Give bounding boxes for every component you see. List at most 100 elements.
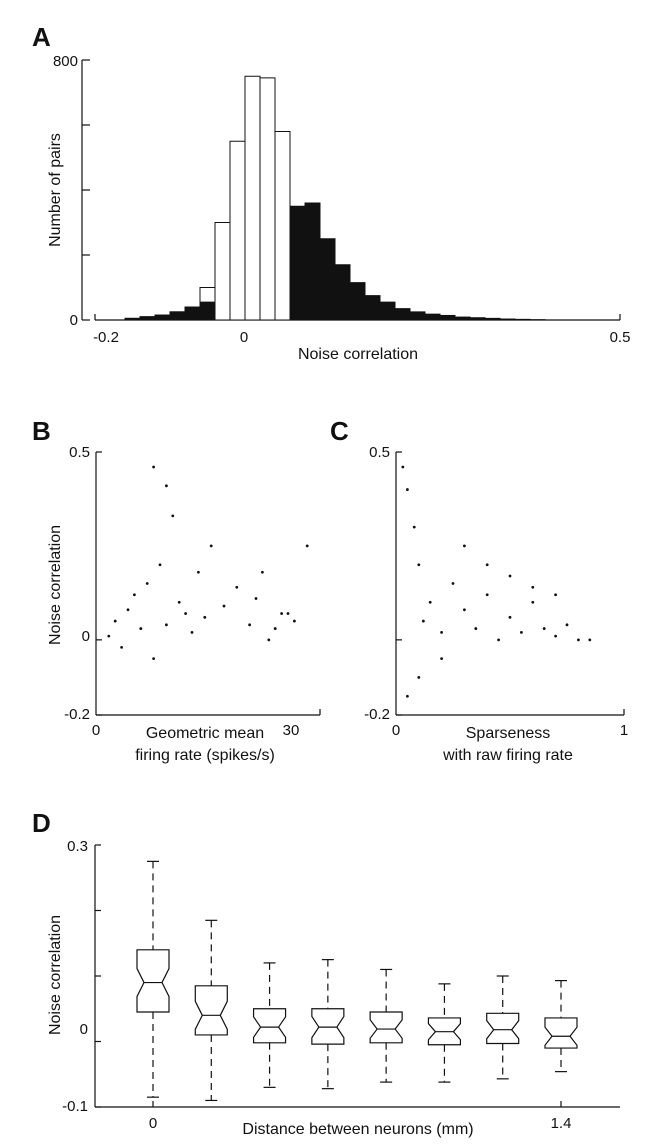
histogram-bar-filled: [334, 264, 351, 321]
scatter-point: [451, 582, 455, 585]
panel-a: A 800 0 -0.2 0 0.5 Noise correlation Num…: [32, 22, 630, 363]
scatter-point: [412, 525, 416, 529]
scatter-point: [542, 627, 546, 630]
y-tick-800: 800: [53, 53, 78, 70]
panel-b: B 0.5 0 -0.2 0 30 Geometric mean firing …: [32, 416, 321, 764]
scatter-point: [126, 608, 130, 612]
scatter-point: [267, 638, 271, 642]
scatter-point: [474, 627, 478, 630]
histogram-bar-filled: [379, 301, 396, 321]
box-7: [544, 1017, 578, 1049]
box-4: [369, 1011, 403, 1044]
panel-d: D 0.3 0 -0.1 0 1.4 Distance between neur…: [32, 808, 620, 1138]
histogram-bar-open: [259, 77, 276, 321]
histogram-bars: [124, 75, 546, 321]
scatter-point: [406, 488, 409, 491]
x-tick-neg0.2: -0.2: [93, 329, 119, 346]
b-y-tick-0: 0: [82, 628, 90, 645]
scatter-point: [440, 657, 443, 661]
histogram-axes: [81, 59, 621, 321]
scatter-point: [293, 619, 296, 623]
scatter-point: [197, 570, 200, 574]
b-x-tick-0: 0: [92, 722, 100, 739]
scatter-point: [463, 608, 466, 612]
scatter-point: [421, 619, 425, 623]
scatter-point: [286, 612, 290, 615]
scatter-point: [531, 600, 535, 604]
scatter-point: [273, 627, 277, 630]
scatter-b-axes: [95, 451, 321, 716]
b-y-tick-0.5: 0.5: [69, 444, 90, 461]
scatter-point: [113, 619, 117, 623]
box-3: [311, 1008, 345, 1045]
d-x-axis-label: Distance between neurons (mm): [242, 1121, 473, 1138]
histogram-bar-filled: [154, 314, 171, 321]
histogram-bar-filled: [319, 238, 336, 321]
scatter-point: [165, 623, 168, 627]
d-y-tick-0: 0: [80, 1021, 88, 1038]
scatter-point: [305, 544, 309, 548]
scatter-point: [554, 634, 557, 638]
scatter-point: [120, 645, 123, 649]
scatter-point: [577, 638, 580, 642]
scatter-point: [531, 585, 535, 589]
histogram-bar-filled: [409, 311, 426, 321]
scatter-point: [209, 544, 213, 548]
scatter-point: [248, 623, 252, 627]
box-0: [136, 949, 170, 1013]
scatter-point: [203, 615, 207, 619]
scatter-point: [235, 585, 239, 589]
scatter-point: [171, 514, 175, 518]
boxplot-axes: [94, 844, 620, 1108]
panel-letter-b: B: [32, 416, 51, 446]
scatter-point: [565, 623, 569, 627]
x-tick-0.5: 0.5: [610, 329, 631, 346]
histogram-bar-filled: [469, 317, 486, 321]
histogram-bar-open: [244, 75, 261, 321]
scatter-point: [139, 627, 143, 630]
scatter-point: [177, 600, 181, 604]
scatter-point: [165, 484, 168, 488]
scatter-point: [520, 630, 523, 634]
c-y-tick-0.5: 0.5: [369, 444, 390, 461]
scatter-point: [401, 465, 405, 469]
scatter-point: [485, 593, 489, 597]
panel-letter-a: A: [32, 22, 51, 52]
histogram-bar-filled: [439, 314, 456, 321]
scatter-point: [406, 694, 409, 698]
histogram-bar-open: [229, 140, 246, 321]
d-y-tick-neg0.1: -0.1: [62, 1098, 88, 1115]
scatter-point: [190, 630, 194, 634]
d-y-axis-label: Noise correlation: [47, 915, 64, 1035]
d-x-tick-1.4: 1.4: [551, 1115, 572, 1132]
c-x-tick-1: 1: [620, 722, 628, 739]
y-axis-label: Number of pairs: [47, 133, 64, 247]
c-x-label-line1: Sparseness: [466, 725, 551, 742]
scatter-point: [261, 570, 264, 574]
scatter-point: [417, 563, 421, 567]
panel-letter-c: C: [330, 416, 349, 446]
histogram-bar-filled: [454, 316, 471, 321]
y-tick-0: 0: [70, 312, 78, 329]
scatter-point: [508, 574, 512, 578]
histogram-bar-filled: [364, 295, 381, 321]
c-y-tick-neg0.2: -0.2: [364, 706, 390, 723]
histogram-bar-filled: [484, 317, 501, 321]
d-y-tick-0.3: 0.3: [67, 838, 88, 855]
scatter-point: [280, 612, 283, 615]
histogram-bar-filled: [169, 311, 186, 321]
b-x-tick-30: 30: [283, 722, 300, 739]
panel-c: C 0.5 -0.2 0 1 Sparseness with raw firin…: [330, 416, 628, 764]
scatter-c-axes: [395, 451, 625, 716]
histogram-bar-filled: [304, 202, 321, 321]
scatter-point: [107, 634, 111, 638]
histogram-bar-filled: [349, 282, 366, 321]
scatter-point: [158, 563, 162, 567]
scatter-point: [485, 563, 489, 567]
histogram-bar-filled: [139, 316, 156, 321]
scatter-point: [588, 638, 592, 642]
box-1: [194, 985, 228, 1036]
scatter-point: [554, 593, 557, 597]
histogram-bar-filled: [124, 317, 141, 321]
histogram-bar-filled: [394, 308, 411, 321]
